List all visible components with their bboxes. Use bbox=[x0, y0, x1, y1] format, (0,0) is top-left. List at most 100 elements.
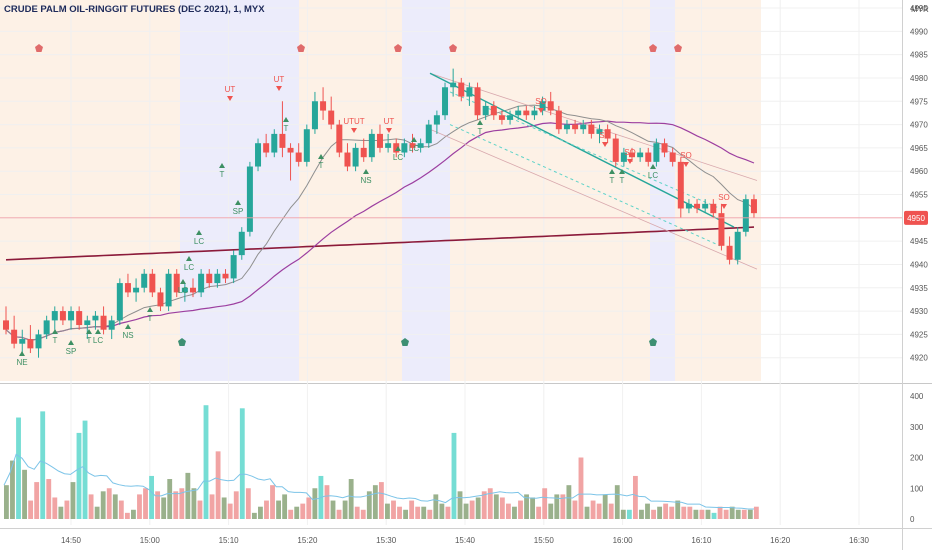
volume-bar bbox=[312, 488, 318, 519]
session-bg bbox=[402, 0, 450, 381]
candle-body bbox=[11, 329, 18, 344]
price-tick-label: 4970 bbox=[910, 121, 928, 130]
candle-body bbox=[677, 161, 684, 209]
volume-bar bbox=[639, 509, 644, 519]
candle-body bbox=[19, 339, 26, 344]
volume-bar bbox=[747, 509, 753, 519]
candle-body bbox=[474, 87, 481, 116]
volume-bar bbox=[669, 506, 675, 519]
time-tick-label: 16:30 bbox=[849, 536, 870, 545]
candle-body bbox=[336, 124, 343, 153]
candle-body bbox=[149, 273, 156, 293]
candle-body bbox=[328, 110, 335, 125]
volume-bar bbox=[46, 479, 52, 519]
volume-bar bbox=[64, 500, 70, 519]
volume-bar bbox=[28, 500, 34, 519]
volume-bar bbox=[451, 432, 457, 519]
signal-label: T bbox=[53, 336, 58, 345]
volume-bar bbox=[209, 494, 215, 519]
candle-body bbox=[295, 152, 302, 162]
signal-label: SO bbox=[718, 193, 730, 202]
price-tick-label: 4925 bbox=[910, 330, 928, 339]
price-tick-label: 4975 bbox=[910, 97, 928, 106]
candle-body bbox=[669, 152, 676, 162]
time-tick-label: 16:10 bbox=[691, 536, 712, 545]
volume-bar bbox=[22, 469, 27, 519]
candle-body bbox=[555, 110, 562, 130]
candle-body bbox=[108, 320, 115, 330]
candle-body bbox=[718, 213, 725, 246]
candle-body bbox=[515, 110, 522, 116]
candle-body bbox=[173, 273, 180, 293]
candle-body bbox=[198, 273, 205, 293]
candle-body bbox=[685, 203, 692, 209]
volume-bar bbox=[645, 503, 650, 519]
volume-bar bbox=[487, 488, 493, 519]
volume-bar bbox=[161, 497, 167, 519]
signal-arrow-up bbox=[619, 169, 625, 174]
session-marker bbox=[35, 44, 43, 52]
candle-body bbox=[84, 320, 91, 326]
volume-bar bbox=[620, 509, 626, 519]
volume-ma bbox=[3, 453, 754, 510]
volume-tick-label: 100 bbox=[910, 484, 924, 493]
candle-body bbox=[51, 311, 58, 321]
price-tick-label: 4920 bbox=[910, 354, 928, 363]
volume-tick-label: 300 bbox=[910, 423, 924, 432]
volume-bar bbox=[76, 432, 82, 519]
volume-bar bbox=[306, 497, 312, 519]
volume-bar bbox=[276, 500, 281, 519]
candle-body bbox=[360, 147, 367, 158]
volume-bar bbox=[524, 494, 529, 519]
volume-bar bbox=[723, 509, 729, 519]
volume-bar bbox=[34, 482, 40, 519]
candle-body bbox=[482, 105, 489, 116]
signal-label: SO bbox=[624, 148, 636, 157]
signal-arrow-down bbox=[276, 86, 282, 91]
candle-body bbox=[141, 273, 148, 288]
volume-bar bbox=[70, 482, 76, 519]
candle-body bbox=[547, 101, 554, 111]
volume-bar bbox=[360, 509, 366, 519]
signal-arrow-down bbox=[683, 162, 689, 167]
signal-label: SO bbox=[535, 97, 547, 106]
volume-bar bbox=[282, 494, 288, 519]
price-tick-label: 4935 bbox=[910, 284, 928, 293]
signal-arrow-up bbox=[196, 230, 202, 235]
volume-bar bbox=[626, 509, 632, 519]
volume-bar bbox=[131, 509, 136, 519]
candle-body bbox=[409, 143, 416, 148]
volume-bar bbox=[499, 497, 505, 519]
volume-bar bbox=[300, 503, 306, 519]
volume-bar bbox=[251, 512, 257, 519]
candle-body bbox=[612, 138, 619, 162]
volume-bar bbox=[227, 503, 233, 519]
signal-arrow-down bbox=[351, 128, 357, 133]
volume-bar bbox=[245, 488, 251, 519]
volume-bar bbox=[505, 503, 511, 519]
candle-body bbox=[352, 147, 359, 167]
volume-bar bbox=[239, 408, 245, 519]
time-tick-label: 15:30 bbox=[376, 536, 397, 545]
volume-bar bbox=[294, 506, 300, 519]
volume-bar bbox=[663, 503, 669, 519]
signal-label: SO bbox=[680, 151, 692, 160]
candle-body bbox=[742, 199, 749, 232]
volume-bar bbox=[16, 417, 21, 519]
signal-arrow-up bbox=[52, 329, 58, 334]
signal-label: LC bbox=[393, 153, 403, 162]
last-price-label: 4950 bbox=[907, 214, 925, 223]
signal-label: UT bbox=[384, 117, 395, 126]
candle-body bbox=[385, 143, 392, 148]
candle-body bbox=[222, 273, 229, 279]
volume-bar bbox=[614, 485, 620, 519]
signal-label: SO bbox=[599, 131, 611, 140]
signal-arrow-up bbox=[318, 154, 324, 159]
signal-label: LC bbox=[409, 144, 419, 153]
candle-body bbox=[116, 283, 123, 321]
candle-body bbox=[620, 152, 627, 162]
volume-bar bbox=[481, 491, 487, 519]
volume-bar bbox=[741, 509, 747, 519]
session-marker bbox=[297, 44, 305, 52]
